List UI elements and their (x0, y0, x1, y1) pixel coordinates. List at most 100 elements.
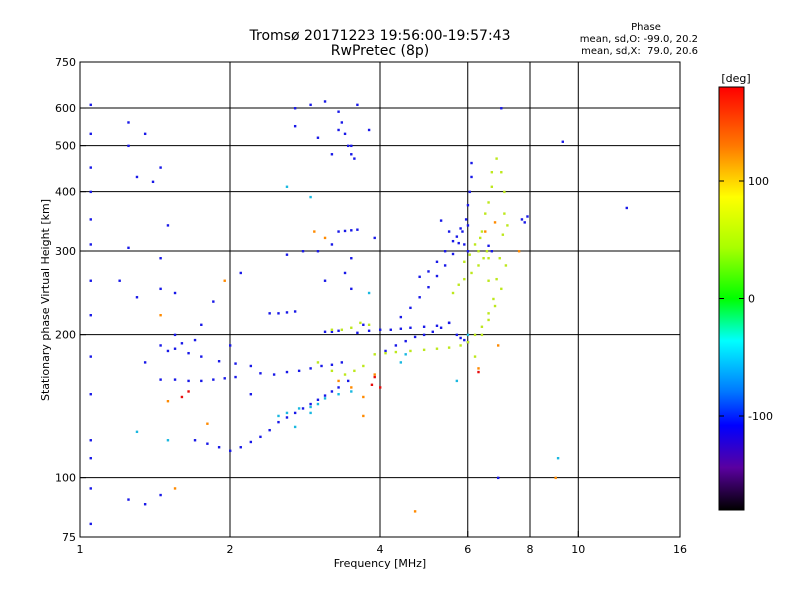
data-point (503, 212, 506, 215)
data-point (316, 402, 320, 406)
data-point (180, 342, 184, 345)
data-point (362, 364, 365, 368)
data-point (435, 260, 439, 264)
data-point (501, 233, 505, 236)
data-point (373, 375, 376, 379)
data-point (466, 333, 470, 337)
data-point (173, 378, 177, 381)
data-point (490, 171, 494, 174)
data-point (89, 314, 92, 317)
data-point (159, 314, 162, 317)
data-point (330, 330, 334, 333)
data-point (447, 346, 451, 349)
data-point (457, 283, 460, 286)
data-point (427, 285, 430, 289)
data-point (320, 364, 323, 368)
data-point (234, 375, 237, 379)
data-point (330, 390, 334, 393)
data-point (200, 379, 203, 383)
colorbar-label: [deg] (721, 72, 750, 85)
data-point (373, 236, 376, 240)
data-point (503, 190, 506, 194)
chart-title: Tromsø 20171223 19:56:00-19:57:43 (249, 28, 511, 44)
phase-stats-heading: Phase (631, 22, 661, 33)
data-point (495, 277, 498, 281)
data-point (500, 287, 503, 291)
data-point (285, 370, 289, 374)
data-point (431, 330, 434, 333)
data-point (293, 107, 297, 110)
data-point (466, 341, 470, 344)
data-point (293, 124, 297, 128)
data-point (457, 241, 460, 245)
data-point (249, 393, 253, 396)
data-point (359, 321, 362, 325)
data-point (490, 250, 494, 253)
data-point (468, 253, 471, 256)
data-point (463, 260, 466, 264)
data-point (206, 422, 209, 425)
data-point (487, 318, 490, 322)
data-point (337, 393, 340, 396)
data-point (447, 230, 451, 233)
data-point (480, 333, 484, 337)
x-tick-label: 1 (77, 543, 84, 556)
data-point (135, 175, 139, 179)
data-point (135, 296, 139, 299)
data-point (293, 411, 297, 415)
data-point (473, 243, 477, 246)
data-point (229, 449, 232, 453)
data-point (223, 377, 226, 380)
data-point (373, 373, 376, 376)
data-point (487, 312, 490, 315)
data-point (523, 221, 526, 224)
data-point (89, 166, 92, 169)
data-point (343, 229, 347, 233)
data-point (500, 171, 503, 174)
data-point (356, 228, 359, 231)
data-point (362, 323, 365, 326)
data-point (337, 386, 340, 389)
data-point (492, 297, 495, 301)
data-point (259, 372, 262, 375)
data-point (493, 221, 497, 224)
data-point (340, 328, 344, 331)
data-point (173, 487, 177, 490)
data-point (459, 336, 462, 340)
data-point (89, 243, 92, 246)
data-point (223, 279, 226, 282)
data-point (404, 353, 407, 356)
data-point (285, 416, 289, 419)
data-point (301, 407, 305, 410)
data-point (482, 257, 485, 260)
data-point (427, 270, 430, 273)
data-point (435, 347, 439, 350)
data-point (470, 271, 473, 275)
data-point (316, 398, 320, 401)
data-point (466, 224, 470, 227)
data-point (463, 277, 466, 281)
data-point (89, 487, 92, 490)
data-point (373, 353, 376, 356)
data-point (367, 128, 371, 132)
data-point (309, 195, 312, 199)
data-point (356, 331, 359, 335)
data-point (293, 310, 297, 313)
data-point (350, 326, 353, 329)
data-point (340, 121, 344, 124)
data-point (473, 355, 477, 358)
data-point (89, 132, 92, 136)
data-point (362, 395, 365, 399)
data-point (455, 235, 459, 238)
x-tick-label: 10 (571, 543, 585, 556)
data-point (159, 257, 162, 260)
colorbar-tick-label: 100 (748, 175, 769, 188)
data-point (272, 373, 276, 376)
x-tick-label: 16 (673, 543, 687, 556)
data-point (473, 333, 477, 337)
data-point (461, 230, 464, 233)
data-point (323, 394, 327, 397)
data-point (212, 378, 215, 381)
chart-subtitle: RwPretec (8p) (331, 43, 429, 59)
data-point (455, 379, 459, 383)
